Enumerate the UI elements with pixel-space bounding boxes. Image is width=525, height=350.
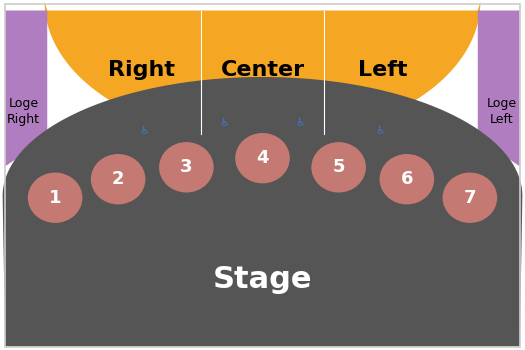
Text: Right: Right xyxy=(108,60,175,80)
Text: 4: 4 xyxy=(256,149,269,167)
Text: 2: 2 xyxy=(112,170,124,188)
Text: 5: 5 xyxy=(332,158,345,176)
Text: Loge
Right: Loge Right xyxy=(7,98,40,126)
Text: Center: Center xyxy=(220,60,304,80)
Text: 3: 3 xyxy=(180,158,193,176)
Text: Loge
Left: Loge Left xyxy=(486,98,517,126)
Ellipse shape xyxy=(443,173,497,223)
Ellipse shape xyxy=(311,142,366,193)
Text: 7: 7 xyxy=(464,189,476,207)
Ellipse shape xyxy=(380,154,434,204)
Text: ♿: ♿ xyxy=(375,125,386,135)
Ellipse shape xyxy=(28,173,82,223)
Ellipse shape xyxy=(235,133,290,183)
Text: ♿: ♿ xyxy=(295,118,306,127)
Polygon shape xyxy=(478,10,520,166)
Text: Left: Left xyxy=(359,60,408,80)
Text: 6: 6 xyxy=(401,170,413,188)
Ellipse shape xyxy=(91,154,145,204)
Text: Stage: Stage xyxy=(213,266,312,294)
Polygon shape xyxy=(5,10,47,166)
Text: ♿: ♿ xyxy=(219,118,230,127)
Polygon shape xyxy=(45,2,480,140)
Ellipse shape xyxy=(159,142,214,193)
Polygon shape xyxy=(3,77,522,346)
Text: 1: 1 xyxy=(49,189,61,207)
Text: ♿: ♿ xyxy=(139,125,150,135)
